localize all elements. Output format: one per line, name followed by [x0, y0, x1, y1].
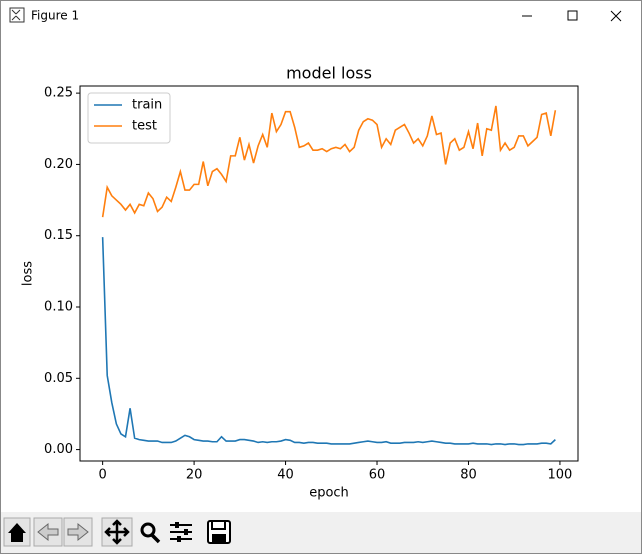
save-button[interactable] — [207, 520, 231, 544]
legend: train test — [87, 92, 171, 144]
axes-frame — [79, 85, 579, 462]
forward-icon — [67, 522, 89, 542]
zoom-icon — [140, 522, 156, 538]
back-button[interactable] — [33, 517, 63, 547]
zoom-button[interactable] — [140, 522, 161, 544]
pan-icon — [104, 519, 130, 545]
y-tick-label: 0.20 — [44, 157, 73, 172]
y-tick-label: 0.00 — [44, 442, 73, 457]
y-tick-label: 0.15 — [44, 228, 73, 243]
line-series — [101, 237, 556, 446]
toolbar — [1, 512, 641, 553]
y-tick-label: 0.10 — [44, 300, 73, 315]
x-tick-label: 0 — [98, 468, 106, 483]
save-icon-label — [212, 534, 226, 543]
chart-title: model loss — [286, 64, 372, 83]
back-icon — [37, 522, 59, 542]
toolbar-bg — [1, 512, 641, 553]
configure-button[interactable] — [170, 522, 192, 542]
plot: model loss epoch loss 0 20 40 60 80 100 0.00 0.05 0… — [21, 64, 579, 501]
home-icon — [8, 523, 26, 542]
forward-button[interactable] — [63, 517, 93, 547]
window-title: Figure 1 — [31, 9, 79, 23]
x-tick-label: 20 — [186, 468, 203, 483]
x-axis-label: epoch — [309, 486, 349, 501]
app-icon-glyph — [11, 9, 21, 21]
legend-label: test — [132, 119, 157, 134]
pan-button[interactable] — [101, 517, 133, 547]
save-icon-shutter — [211, 520, 226, 530]
y-tick-label: 0.25 — [44, 86, 73, 101]
line-series — [101, 105, 557, 218]
legend-label: train — [132, 98, 162, 113]
zoom-icon-handle — [150, 533, 161, 544]
y-tick-label: 0.05 — [44, 371, 73, 386]
x-tick-label: 80 — [460, 468, 477, 483]
x-tick-label: 60 — [369, 468, 386, 483]
slider — [177, 536, 181, 542]
x-tick-label: 40 — [277, 468, 294, 483]
slider — [175, 522, 179, 528]
x-tick-label: 100 — [548, 468, 573, 483]
slider — [184, 529, 188, 535]
title-bar: Figure 1 — [9, 7, 622, 23]
home-button[interactable] — [3, 517, 31, 547]
close-button[interactable] — [610, 10, 622, 22]
y-axis-label: loss — [21, 261, 36, 286]
maximize-button[interactable] — [567, 10, 578, 21]
